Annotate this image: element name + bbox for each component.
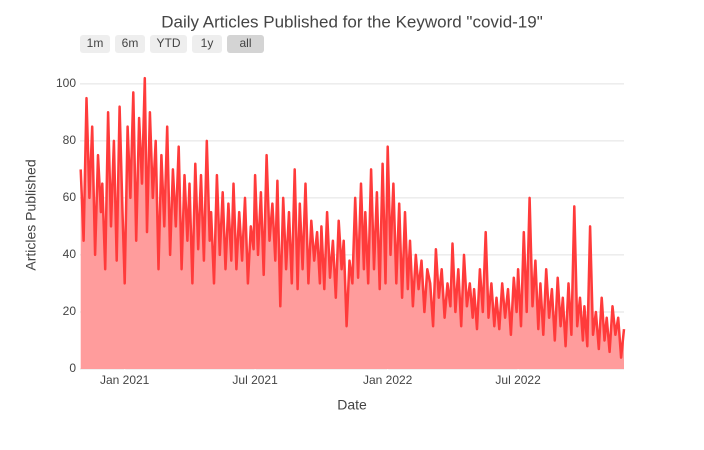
range-button[interactable]: 1y xyxy=(192,35,222,53)
area-fill xyxy=(80,78,624,369)
button-label: 1y xyxy=(201,36,214,50)
button-bg xyxy=(150,35,187,53)
x-tick-label: Jan 2021 xyxy=(100,373,150,387)
button-bg xyxy=(227,35,264,53)
range-button[interactable]: 1m xyxy=(80,35,110,53)
button-bg xyxy=(192,35,222,53)
button-label: 6m xyxy=(122,36,139,50)
button-bg xyxy=(115,35,145,53)
button-label: 1m xyxy=(87,36,104,50)
x-tick-label: Jul 2022 xyxy=(495,373,541,387)
y-tick-label: 80 xyxy=(63,133,77,147)
y-axis-label: Articles Published xyxy=(23,159,39,270)
x-axis-label: Date xyxy=(337,397,367,413)
chart-title: Daily Articles Published for the Keyword… xyxy=(161,12,543,31)
button-label: all xyxy=(239,36,251,50)
range-button[interactable]: 6m xyxy=(115,35,145,53)
x-tick-label: Jul 2021 xyxy=(232,373,278,387)
range-button[interactable]: all xyxy=(227,35,264,53)
button-label: YTD xyxy=(157,36,181,50)
y-tick-label: 20 xyxy=(63,304,77,318)
area-line xyxy=(79,76,626,359)
y-tick-label: 40 xyxy=(63,247,77,261)
x-tick-label: Jan 2022 xyxy=(363,373,413,387)
y-tick-label: 0 xyxy=(69,361,76,375)
y-tick-label: 60 xyxy=(63,190,77,204)
y-tick-label: 100 xyxy=(56,76,76,90)
button-bg xyxy=(80,35,110,53)
range-button[interactable]: YTD xyxy=(150,35,187,53)
